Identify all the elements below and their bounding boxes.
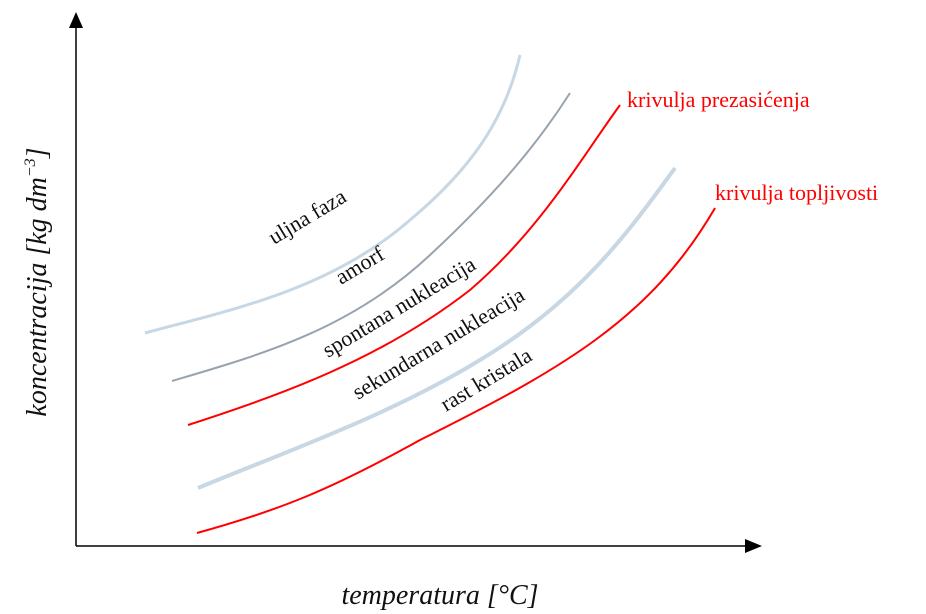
prezasicenja-curve — [187, 104, 621, 426]
y-axis-title-close: ] — [22, 147, 53, 159]
curve-label-topljivosti: krivulja topljivosti — [715, 180, 878, 205]
amorf-curve — [171, 92, 571, 382]
y-axis-title: koncentracija [kg dm−3] — [22, 147, 53, 416]
y-axis-arrow-icon — [69, 12, 83, 28]
x-axis-title: temperatura [°C] — [341, 580, 538, 611]
y-axis-title-main: koncentracija [kg dm — [22, 177, 53, 417]
curve-label-prezasicenja: krivulja prezasićenja — [627, 87, 810, 112]
topljivosti-curve — [196, 207, 716, 534]
sekundarna-curve — [197, 166, 677, 490]
y-axis-title-exponent: −3 — [22, 158, 39, 177]
region-label-amorf: amorf — [331, 240, 389, 289]
region-label-uljna-faza: uljna faza — [264, 183, 351, 249]
uljna-faza-curve — [144, 54, 522, 335]
x-axis-arrow-icon — [745, 539, 762, 553]
